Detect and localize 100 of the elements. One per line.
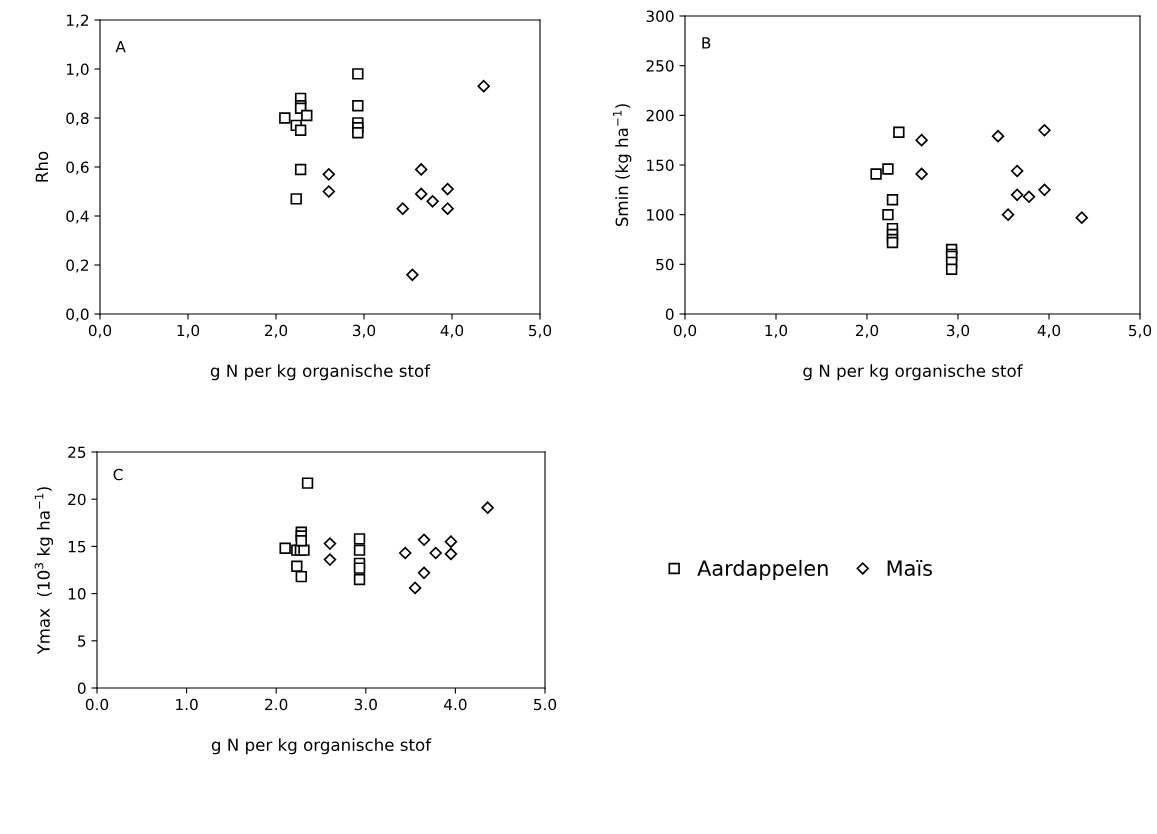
point — [396, 202, 409, 215]
point — [295, 570, 307, 583]
x-axis-title: g N per kg organische stof — [803, 364, 1023, 381]
point — [1038, 123, 1051, 137]
point — [290, 193, 302, 205]
x-tick-label: 2,0 — [855, 324, 879, 338]
point — [893, 126, 905, 138]
point — [408, 581, 422, 595]
y-tick-label: 0 — [77, 682, 86, 695]
point — [298, 544, 310, 556]
point — [882, 208, 894, 221]
point — [279, 112, 291, 124]
x-axis-title: g N per kg organische stof — [210, 364, 431, 381]
point — [322, 185, 336, 198]
point — [352, 100, 364, 112]
y-tick-label: 1,0 — [66, 63, 89, 77]
point — [991, 129, 1005, 143]
point — [1010, 164, 1024, 178]
point — [398, 546, 412, 560]
y-tick-label: 150 — [647, 159, 674, 172]
y-tick-label: 0,2 — [66, 259, 89, 273]
point — [1038, 183, 1051, 197]
y-tick-label: 0,4 — [66, 210, 89, 224]
y-axis-title: Smin (kg ha$^{−1}$) — [613, 104, 632, 227]
point — [444, 535, 458, 548]
point — [444, 547, 458, 561]
x-tick-label: 4,0 — [440, 324, 464, 338]
point — [353, 533, 366, 545]
y-tick-label: 15 — [68, 541, 86, 553]
point — [441, 182, 454, 196]
point — [915, 167, 928, 181]
y-tick-label: 5 — [78, 635, 86, 647]
point — [441, 202, 454, 215]
point — [882, 163, 894, 175]
point — [945, 263, 958, 275]
point — [1075, 211, 1088, 224]
point — [414, 163, 428, 176]
point — [915, 133, 928, 147]
y-tick-label: 200 — [646, 109, 674, 122]
y-tick-label: 20 — [68, 493, 86, 506]
x-tick-label: 3.0 — [354, 698, 377, 711]
point — [352, 68, 364, 80]
annotation: A — [115, 41, 126, 53]
x-tick-label: 4,0 — [1037, 324, 1061, 338]
x-tick-label: 3,0 — [947, 324, 970, 338]
point — [1010, 188, 1024, 202]
point — [417, 566, 431, 580]
point — [477, 79, 490, 93]
legend-label: Aardappelen — [697, 559, 828, 581]
point — [353, 544, 366, 556]
y-axis-title: Rho — [35, 151, 49, 182]
point — [301, 109, 313, 122]
point — [870, 168, 882, 180]
y-tick-label: 0,8 — [66, 112, 89, 126]
x-tick-label: 4.0 — [444, 698, 467, 711]
point — [294, 124, 307, 136]
legend-label: Maïs — [887, 559, 933, 577]
point — [414, 187, 428, 201]
point — [295, 535, 307, 547]
point — [353, 573, 366, 586]
y-tick-label: 250 — [646, 60, 674, 72]
x-axis-title: g N per kg organische stof — [211, 738, 432, 755]
x-tick-label: 1,0 — [765, 324, 788, 338]
y-tick-label: 0,0 — [66, 308, 89, 322]
x-tick-label: 1.0 — [176, 698, 198, 711]
y-tick-label: 300 — [646, 10, 674, 23]
point — [323, 553, 337, 566]
point — [417, 533, 431, 547]
x-tick-label: 5,0 — [1129, 324, 1152, 338]
y-tick-label: 50 — [656, 258, 674, 271]
x-tick-label: 2.0 — [265, 698, 288, 711]
point — [886, 194, 899, 206]
y-axis-title: Ymax (10$^{3}$ kg ha$^{−1}$) — [34, 487, 54, 655]
y-tick-label: 25 — [68, 446, 86, 459]
y-tick-label: 100 — [647, 209, 674, 221]
point — [406, 268, 419, 282]
point — [322, 168, 336, 181]
x-tick-label: 5,0 — [529, 324, 552, 338]
point — [353, 562, 366, 574]
point — [426, 195, 439, 208]
point — [279, 542, 291, 554]
y-tick-label: 10 — [68, 588, 86, 600]
x-tick-label: 0.0 — [85, 698, 109, 711]
point — [291, 560, 303, 572]
y-tick-label: 0,6 — [66, 161, 89, 175]
annotation: C — [113, 468, 123, 481]
x-tick-label: 5.0 — [534, 698, 557, 711]
point — [1001, 208, 1015, 221]
point — [294, 163, 307, 176]
point — [1022, 190, 1036, 204]
x-tick-label: 0,0 — [88, 324, 112, 338]
point — [301, 477, 314, 489]
x-tick-label: 0,0 — [673, 324, 697, 338]
x-tick-label: 2,0 — [264, 324, 288, 338]
point — [352, 127, 364, 139]
y-tick-label: 0 — [665, 308, 674, 321]
x-tick-label: 3,0 — [353, 324, 376, 338]
point — [481, 501, 494, 514]
x-tick-label: 1,0 — [177, 324, 200, 338]
y-tick-label: 1,2 — [66, 14, 89, 28]
